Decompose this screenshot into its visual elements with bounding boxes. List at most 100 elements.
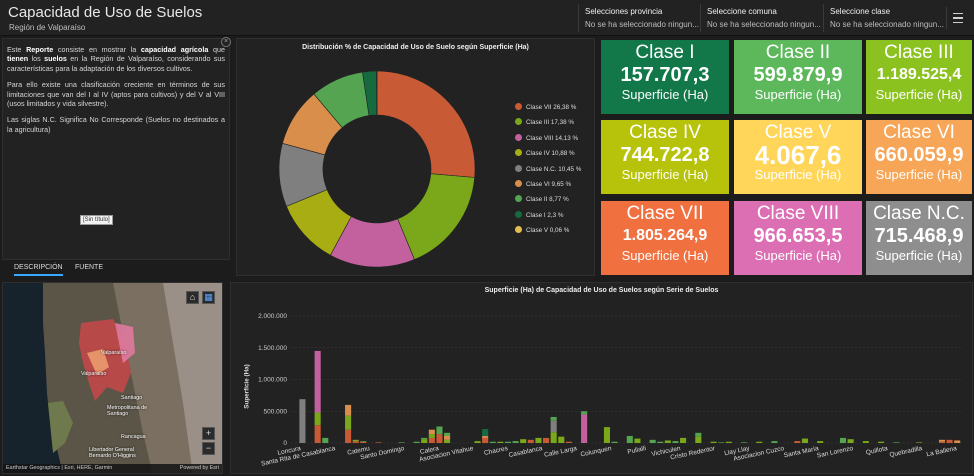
class-tile[interactable]: Clase II 599.879,9 Superficie (Ha): [734, 40, 862, 114]
bar-segment[interactable]: [436, 434, 443, 443]
bar-segment[interactable]: [413, 441, 420, 443]
bar-segment[interactable]: [740, 442, 748, 443]
tab-fuente[interactable]: FUENTE: [75, 264, 103, 271]
bar-segment[interactable]: [428, 437, 435, 443]
bar-segment[interactable]: [649, 439, 656, 443]
bar-segment[interactable]: [314, 412, 321, 426]
bar-segment[interactable]: [817, 441, 824, 443]
legend-item[interactable]: Clase N.C. 10,45 %: [515, 164, 581, 173]
bar-segment[interactable]: [352, 439, 359, 442]
hamburger-menu-icon[interactable]: [946, 7, 968, 29]
bar-segment[interactable]: [916, 442, 923, 443]
bar-segment[interactable]: [839, 437, 847, 443]
bar-segment[interactable]: [474, 441, 481, 443]
zoom-out-button[interactable]: −: [202, 442, 215, 455]
bar-segment[interactable]: [482, 429, 489, 437]
bar-segment[interactable]: [504, 441, 512, 443]
bar-segment[interactable]: [512, 441, 519, 443]
legend-item[interactable]: Clase V 0,06 %: [515, 226, 569, 234]
bar-segment[interactable]: [314, 350, 321, 413]
bar-segment[interactable]: [314, 425, 321, 443]
bar-segment[interactable]: [611, 441, 618, 443]
tab-descripcion[interactable]: DESCRIPCIÓN: [14, 264, 63, 276]
bar-segment[interactable]: [520, 439, 527, 443]
bar-segment[interactable]: [550, 416, 557, 421]
bar-segment[interactable]: [893, 442, 900, 443]
bar-segment[interactable]: [360, 441, 367, 443]
legend-item[interactable]: Clase IV 10,88 %: [515, 149, 575, 157]
class-tile[interactable]: Clase III 1.189.525,4 Superficie (Ha): [866, 40, 972, 114]
bar-segment[interactable]: [558, 436, 565, 443]
basemap-icon[interactable]: ▦: [202, 291, 215, 304]
bar-segment[interactable]: [421, 437, 428, 440]
class-tile[interactable]: Clase IV 744.722,8 Superficie (Ha): [601, 120, 729, 194]
bar-segment[interactable]: [581, 414, 588, 443]
bar-segment[interactable]: [634, 438, 641, 443]
bar-segment[interactable]: [695, 436, 702, 443]
bar-segment[interactable]: [938, 439, 946, 442]
map-view[interactable]: Valparaíso Valparaíso Santiago Metropoli…: [2, 282, 223, 474]
bar-segment[interactable]: [878, 441, 885, 443]
bar-segment[interactable]: [436, 426, 443, 435]
class-tile[interactable]: Clase VIII 966.653,5 Superficie (Ha): [734, 201, 862, 275]
bar-segment[interactable]: [482, 436, 489, 438]
bar-segment[interactable]: [771, 441, 778, 443]
bar-segment[interactable]: [603, 427, 611, 443]
bar-segment[interactable]: [428, 434, 435, 438]
home-icon[interactable]: ⌂: [186, 291, 199, 304]
bar-segment[interactable]: [352, 441, 359, 443]
bar-segment[interactable]: [680, 437, 687, 443]
legend-item[interactable]: Clase I 2,3 %: [515, 210, 563, 219]
legend-item[interactable]: Clase II 8,77 %: [515, 195, 569, 203]
bar-segment[interactable]: [946, 439, 953, 443]
bar-segment[interactable]: [543, 437, 550, 443]
class-tile[interactable]: Clase I 157.707,3 Superficie (Ha): [601, 40, 729, 114]
bar-segment[interactable]: [345, 404, 352, 416]
donut-chart[interactable]: [257, 51, 507, 281]
class-tile[interactable]: Clase N.C. 715.468,9 Superficie (Ha): [866, 201, 972, 275]
bar-segment[interactable]: [527, 439, 534, 443]
powered-by-esri[interactable]: Powered by Esri: [179, 465, 219, 471]
legend-item[interactable]: Clase VI 9,65 %: [515, 180, 571, 188]
bar-segment[interactable]: [550, 432, 557, 443]
class-tile[interactable]: Clase VII 1.805.264,9 Superficie (Ha): [601, 201, 729, 275]
bar-segment[interactable]: [725, 441, 732, 443]
bar-segment[interactable]: [489, 441, 496, 443]
legend-item[interactable]: Clase VIII 14,13 %: [515, 133, 578, 142]
bar-segment[interactable]: [672, 441, 679, 443]
bar-segment[interactable]: [428, 429, 435, 435]
bar-segment[interactable]: [695, 432, 702, 437]
class-tile[interactable]: Clase VI 660.059,9 Superficie (Ha): [866, 120, 972, 194]
zoom-in-button[interactable]: +: [202, 427, 215, 440]
bar-segment[interactable]: [657, 441, 664, 443]
bar-segment[interactable]: [444, 439, 451, 443]
bar-segment[interactable]: [299, 399, 306, 443]
bar-segment[interactable]: [497, 441, 504, 443]
bar-segment[interactable]: [535, 437, 542, 443]
bar-segment[interactable]: [938, 441, 946, 443]
bar-segment[interactable]: [954, 440, 961, 443]
comuna-selector[interactable]: Seleccione comuna No se ha seleccionado …: [700, 4, 822, 32]
bar-segment[interactable]: [550, 420, 557, 433]
bar-segment[interactable]: [444, 436, 451, 440]
bar-segment[interactable]: [444, 432, 451, 437]
legend-item[interactable]: Clase III 17,38 %: [515, 118, 574, 126]
clase-selector[interactable]: Seleccione clase No se ha seleccionado n…: [823, 4, 945, 32]
bar-segment[interactable]: [756, 441, 763, 443]
bar-segment[interactable]: [626, 436, 633, 443]
bar-segment[interactable]: [398, 442, 405, 443]
class-tile[interactable]: Clase V 4.067,6 Superficie (Ha): [734, 120, 862, 194]
bar-segment[interactable]: [664, 440, 671, 443]
province-selector[interactable]: Selecciones provincia No se ha seleccion…: [578, 4, 699, 32]
bar-segment[interactable]: [322, 437, 329, 443]
bar-segment[interactable]: [482, 437, 489, 443]
bar-segment[interactable]: [862, 441, 869, 443]
bar-segment[interactable]: [345, 429, 352, 443]
bar-segment[interactable]: [710, 441, 717, 443]
bar-segment[interactable]: [345, 415, 352, 430]
collapse-icon[interactable]: ×: [221, 37, 231, 47]
donut-slice-0[interactable]: [376, 70, 476, 178]
bar-segment[interactable]: [718, 442, 725, 443]
bar-segment[interactable]: [375, 442, 382, 443]
map-canvas[interactable]: [3, 283, 223, 474]
